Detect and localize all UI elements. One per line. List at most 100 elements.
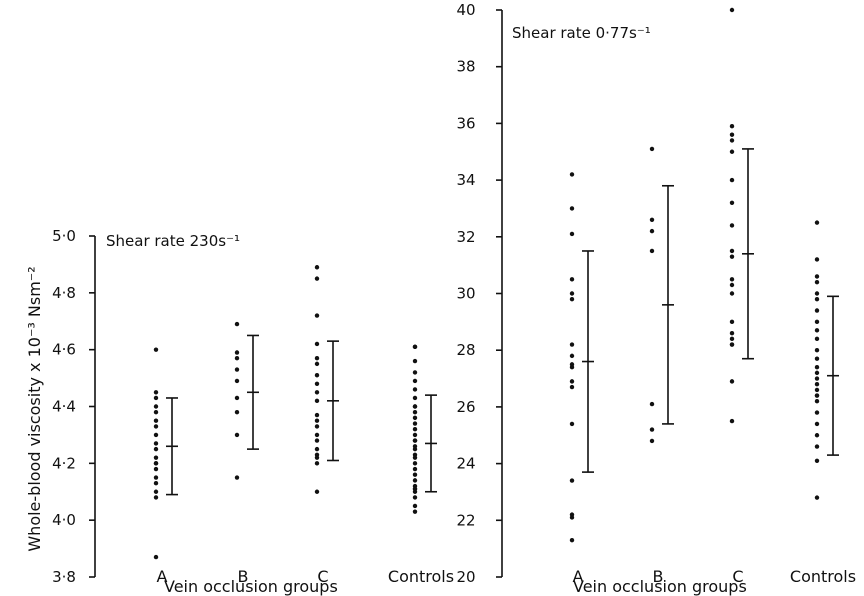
data-point <box>814 328 820 333</box>
data-point <box>729 342 735 347</box>
data-point <box>412 358 418 364</box>
data-point <box>234 432 240 438</box>
y-tick-label: 4·8 <box>52 284 76 302</box>
y-tick-label: 26 <box>456 398 475 416</box>
data-point <box>814 382 820 387</box>
data-point <box>569 537 575 543</box>
y-tick-label: 4·4 <box>52 398 76 416</box>
data-point <box>234 350 240 355</box>
data-point <box>153 489 159 494</box>
left-chart-title: Shear rate 230s⁻¹ <box>106 232 240 250</box>
data-point <box>234 378 240 384</box>
data-point <box>729 223 735 228</box>
data-point <box>314 489 320 494</box>
data-point <box>314 446 320 452</box>
data-point <box>153 390 159 395</box>
right-chart-title: Shear rate 0·77s⁻¹ <box>512 24 651 42</box>
data-point <box>153 481 159 486</box>
data-point <box>412 509 418 514</box>
series-B <box>234 321 259 480</box>
x-category-label: A <box>573 567 584 586</box>
left-x-axis-label: Vein occlusion groups <box>164 577 338 596</box>
data-point <box>814 274 820 279</box>
data-point <box>412 495 418 500</box>
y-tick-label: 24 <box>456 455 475 473</box>
data-point <box>412 461 418 466</box>
y-tick-label: 40 <box>456 1 475 19</box>
x-category-label: A <box>157 567 168 586</box>
series-A <box>153 347 178 560</box>
data-point <box>314 361 320 367</box>
right-chart: Shear rate 0·77s⁻¹ Vein occlusion groups <box>501 10 747 596</box>
data-point <box>412 472 418 477</box>
data-point <box>729 319 735 325</box>
x-category-label: Controls <box>388 567 454 586</box>
data-point <box>314 313 320 318</box>
data-point <box>729 254 735 259</box>
data-point <box>412 344 418 350</box>
data-point <box>569 296 575 302</box>
series-C <box>729 7 754 424</box>
data-point <box>814 291 820 296</box>
data-point <box>153 446 159 452</box>
data-point <box>814 495 820 500</box>
chart-1-marks: 20 22 24 26 28 30 32 34 36 38 40 A B C Controls <box>456 1 856 586</box>
y-tick-label: 22 <box>456 511 475 529</box>
left-chart: Shear rate 230s⁻¹ Vein occlusion groups … <box>25 232 338 596</box>
y-tick-label: 5·0 <box>52 227 76 245</box>
data-point <box>814 399 820 404</box>
data-point <box>649 146 655 152</box>
data-point <box>153 466 159 472</box>
data-point <box>153 495 159 500</box>
data-point <box>314 424 320 429</box>
data-point <box>729 336 735 342</box>
data-point <box>729 138 735 143</box>
data-point <box>314 276 320 281</box>
data-point <box>153 432 159 438</box>
data-point <box>314 390 320 395</box>
data-point <box>153 441 159 446</box>
data-point <box>729 379 735 384</box>
data-point <box>314 438 320 443</box>
data-point <box>412 404 418 409</box>
data-point <box>814 421 820 427</box>
data-point <box>814 356 820 361</box>
data-point <box>814 365 820 370</box>
data-point <box>314 412 320 418</box>
x-category-label: C <box>732 567 743 586</box>
data-point <box>569 277 575 282</box>
x-category-label: Controls <box>790 567 856 586</box>
data-point <box>814 433 820 438</box>
data-point <box>814 376 820 381</box>
data-point <box>569 231 575 237</box>
x-category-label: B <box>653 567 664 586</box>
data-point <box>569 365 575 370</box>
data-point <box>412 370 418 375</box>
data-point <box>814 279 820 285</box>
x-category-label: B <box>238 567 249 586</box>
data-point <box>412 378 418 384</box>
data-point <box>314 341 320 347</box>
data-point <box>153 461 159 466</box>
data-point <box>153 424 159 429</box>
data-point <box>234 475 240 480</box>
data-point <box>569 342 575 347</box>
data-point <box>649 438 655 444</box>
data-point <box>569 384 575 390</box>
data-point <box>729 418 735 424</box>
y-tick-label: 4·0 <box>52 511 76 529</box>
data-point <box>412 421 418 426</box>
chart-0-marks: 3·8 4·0 4·2 4·4 4·6 4·8 5·0 A B C Controls <box>52 227 454 586</box>
data-point <box>412 395 418 401</box>
data-point <box>569 353 575 359</box>
data-point <box>412 466 418 472</box>
data-point <box>153 418 159 423</box>
y-tick-label: 30 <box>456 285 475 303</box>
data-point <box>314 355 320 361</box>
data-point <box>649 401 655 407</box>
data-point <box>153 409 159 415</box>
data-point <box>729 124 735 129</box>
x-category-label: C <box>317 567 328 586</box>
data-point <box>649 427 655 432</box>
